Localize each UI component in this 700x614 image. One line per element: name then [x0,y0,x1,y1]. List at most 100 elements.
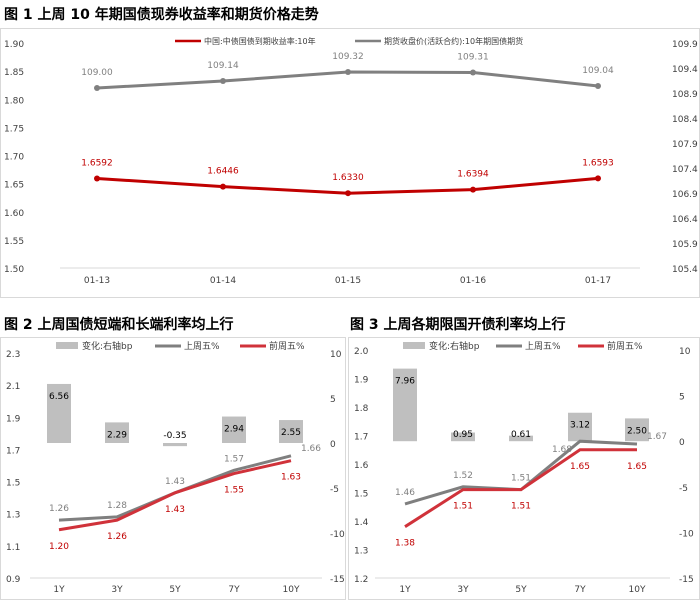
y-tick-label: 1.5 [6,479,20,489]
line-data-label: 1.38 [395,539,415,549]
bar [47,383,71,443]
line-data-label: 1.20 [49,542,69,552]
line-data-label: 1.51 [453,502,473,512]
x-tick-label: 01-14 [210,276,236,286]
bar-data-label: -0.35 [163,431,186,441]
legend-label: 上周五% [184,341,220,352]
line-data-label: 109.14 [207,61,239,71]
line-data-label: 1.65 [570,462,590,472]
legend-swatch [56,342,78,349]
y-tick-label: 0.9 [6,575,21,585]
y-tick-label: 1.8 [354,404,369,414]
data-point [470,69,476,76]
bar [625,418,649,442]
x-tick-label: 5Y [169,585,181,595]
y-tick-label: 1.2 [354,575,368,585]
y2-tick-label: 108.4 [672,115,698,125]
bar [509,435,533,442]
y2-tick-label: -10 [679,529,694,539]
x-tick-label: 1Y [53,585,65,595]
line-data-label: 1.68 [552,445,572,455]
bar-data-label: 2.29 [107,430,127,440]
x-tick-label: 10Y [629,585,646,595]
line-data-label: 109.32 [332,52,364,62]
line-data-label: 1.46 [395,488,415,498]
y2-tick-label: 105.4 [672,265,698,275]
y-tick-label: 1.7 [354,433,368,443]
line-data-label: 1.6592 [81,158,113,168]
chart-3-title: 图 3 上周各期限国开债利率均上行 [350,317,566,333]
y2-tick-label: 107.9 [672,140,698,150]
series-line [404,448,637,528]
line-data-label: 1.28 [107,501,127,511]
y-tick-label: 1.65 [4,181,24,191]
data-point [220,78,226,84]
x-tick-label: 01-15 [335,276,361,286]
line-data-label: 1.6394 [457,170,489,180]
y-tick-label: 1.9 [354,376,369,386]
line-data-label: 1.63 [281,473,301,483]
bar [163,443,187,447]
y2-tick-label: -5 [679,484,688,494]
legend-label: 期货收盘价(活跃合约):10年期国债期货 [384,36,523,46]
line-data-label: 1.51 [511,474,531,484]
y-tick-label: 1.5 [354,490,368,500]
line-data-label: 1.52 [453,471,473,481]
y-tick-label: 1.55 [4,237,24,247]
data-point [220,183,226,190]
bar [105,422,129,443]
data-point [470,186,476,193]
y-tick-label: 1.80 [4,96,24,106]
legend-label: 变化:右轴bp [82,340,133,352]
y2-tick-label: 10 [330,350,342,360]
line-data-label: 1.26 [49,504,69,514]
bar-data-label: 2.55 [281,428,301,438]
line-data-label: 1.55 [224,486,244,496]
y2-tick-label: 5 [330,395,336,405]
y-tick-label: 2.0 [354,347,369,357]
y2-tick-label: 105.9 [672,240,698,250]
y-tick-label: 1.75 [4,124,24,134]
y-tick-label: 1.85 [4,68,24,78]
y2-tick-label: -10 [330,530,345,540]
bar-data-label: 2.50 [627,426,647,436]
y-tick-label: 1.1 [6,543,20,553]
line-data-label: 1.57 [224,454,244,464]
y-tick-label: 2.1 [6,382,20,392]
line-data-label: 1.6446 [207,167,239,177]
chart-2-frame [0,337,346,600]
x-tick-label: 1Y [399,585,411,595]
bar [568,412,592,442]
y2-tick-label: 107.4 [672,165,698,175]
y-tick-label: 1.90 [4,40,24,50]
y-tick-label: 1.7 [6,446,20,456]
series-line [58,459,292,532]
y-tick-label: 1.3 [354,547,368,557]
y2-tick-label: 109.4 [672,65,698,75]
legend-label: 中国:中债国债到期收益率:10年 [204,36,316,46]
legend-label: 前周五% [269,340,305,352]
y2-tick-label: 0 [330,440,336,450]
line-data-label: 1.6330 [332,173,364,183]
bar [279,420,303,443]
y2-tick-label: 106.9 [672,190,698,200]
x-tick-label: 3Y [111,585,123,595]
line-data-label: 109.31 [457,53,489,63]
bar-data-label: 2.94 [224,425,244,435]
bar [451,432,475,442]
bar-data-label: 6.56 [49,392,69,402]
x-tick-label: 3Y [457,585,469,595]
y2-tick-label: 0 [679,438,685,448]
line-data-label: 1.43 [165,505,185,515]
data-point [345,69,351,75]
bar-data-label: 0.95 [453,430,473,440]
line-data-label: 1.67 [647,432,667,442]
x-tick-label: 10Y [283,585,300,595]
bar [222,416,246,443]
y-tick-label: 1.6 [354,461,369,471]
line-data-label: 1.51 [511,502,531,512]
y2-tick-label: -5 [330,485,339,495]
data-point [595,83,601,89]
legend-label: 上周五% [525,341,561,352]
